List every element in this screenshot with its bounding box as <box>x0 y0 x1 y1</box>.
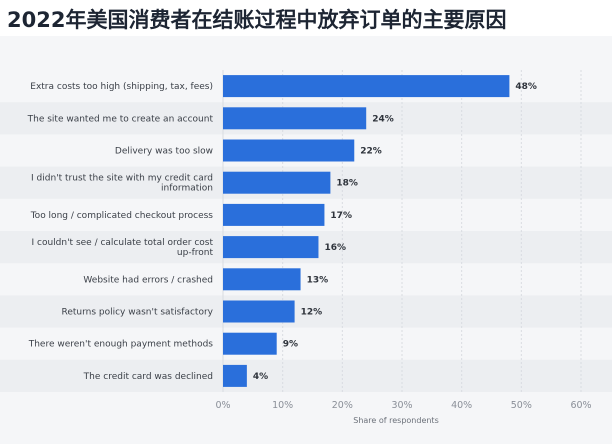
category-label: The site wanted me to create an account <box>27 114 214 124</box>
x-tick-label: 0% <box>215 400 230 411</box>
x-tick-label: 40% <box>451 400 472 411</box>
value-label: 48% <box>515 82 537 92</box>
value-label: 4% <box>253 372 268 382</box>
bar <box>223 364 247 387</box>
value-label: 9% <box>283 340 298 350</box>
row-stripe <box>0 359 612 392</box>
bar <box>223 300 295 323</box>
chart-title: 2022年美国消费者在结账过程中放弃订单的主要原因 <box>7 8 507 32</box>
x-tick-label: 10% <box>272 400 293 411</box>
value-label: 16% <box>324 243 346 253</box>
category-labels: Extra costs too high (shipping, tax, fee… <box>27 82 214 382</box>
x-tick-label: 30% <box>391 400 412 411</box>
category-label: Delivery was too slow <box>115 147 213 157</box>
value-label: 18% <box>336 179 358 189</box>
x-tick-label: 50% <box>511 400 532 411</box>
category-label: Extra costs too high (shipping, tax, fee… <box>30 82 213 92</box>
bar <box>223 332 277 355</box>
x-tick-label: 60% <box>570 400 591 411</box>
x-tick-label: 20% <box>332 400 353 411</box>
bars <box>223 75 510 387</box>
bar <box>223 203 325 226</box>
value-label: 13% <box>307 275 329 285</box>
x-axis-title: Share of respondents <box>353 416 439 425</box>
category-label: I didn't trust the site with my credit c… <box>31 174 213 194</box>
category-label: I couldn't see / calculate total order c… <box>31 238 213 258</box>
bar <box>223 171 331 194</box>
bar <box>223 75 510 98</box>
value-label: 22% <box>360 147 382 157</box>
bar <box>223 139 355 162</box>
category-label: There weren't enough payment methods <box>28 340 214 350</box>
value-label: 17% <box>330 211 352 221</box>
category-label: Too long / complicated checkout process <box>30 211 214 221</box>
bar <box>223 268 301 291</box>
category-label: Returns policy wasn't satisfactory <box>61 308 213 318</box>
bar <box>223 236 319 259</box>
value-labels: 48% 24% 22% 18% 17% 16% 13% 12% 9% 4% <box>253 82 537 382</box>
category-label: Website had errors / crashed <box>83 275 213 285</box>
x-tick-labels: 0% 10% 20% 30% 40% 50% 60% <box>215 400 591 411</box>
category-label: The credit card was declined <box>83 372 213 382</box>
value-label: 24% <box>372 114 394 124</box>
row-stripe <box>0 295 612 328</box>
bar <box>223 107 367 130</box>
value-label: 12% <box>301 308 323 318</box>
